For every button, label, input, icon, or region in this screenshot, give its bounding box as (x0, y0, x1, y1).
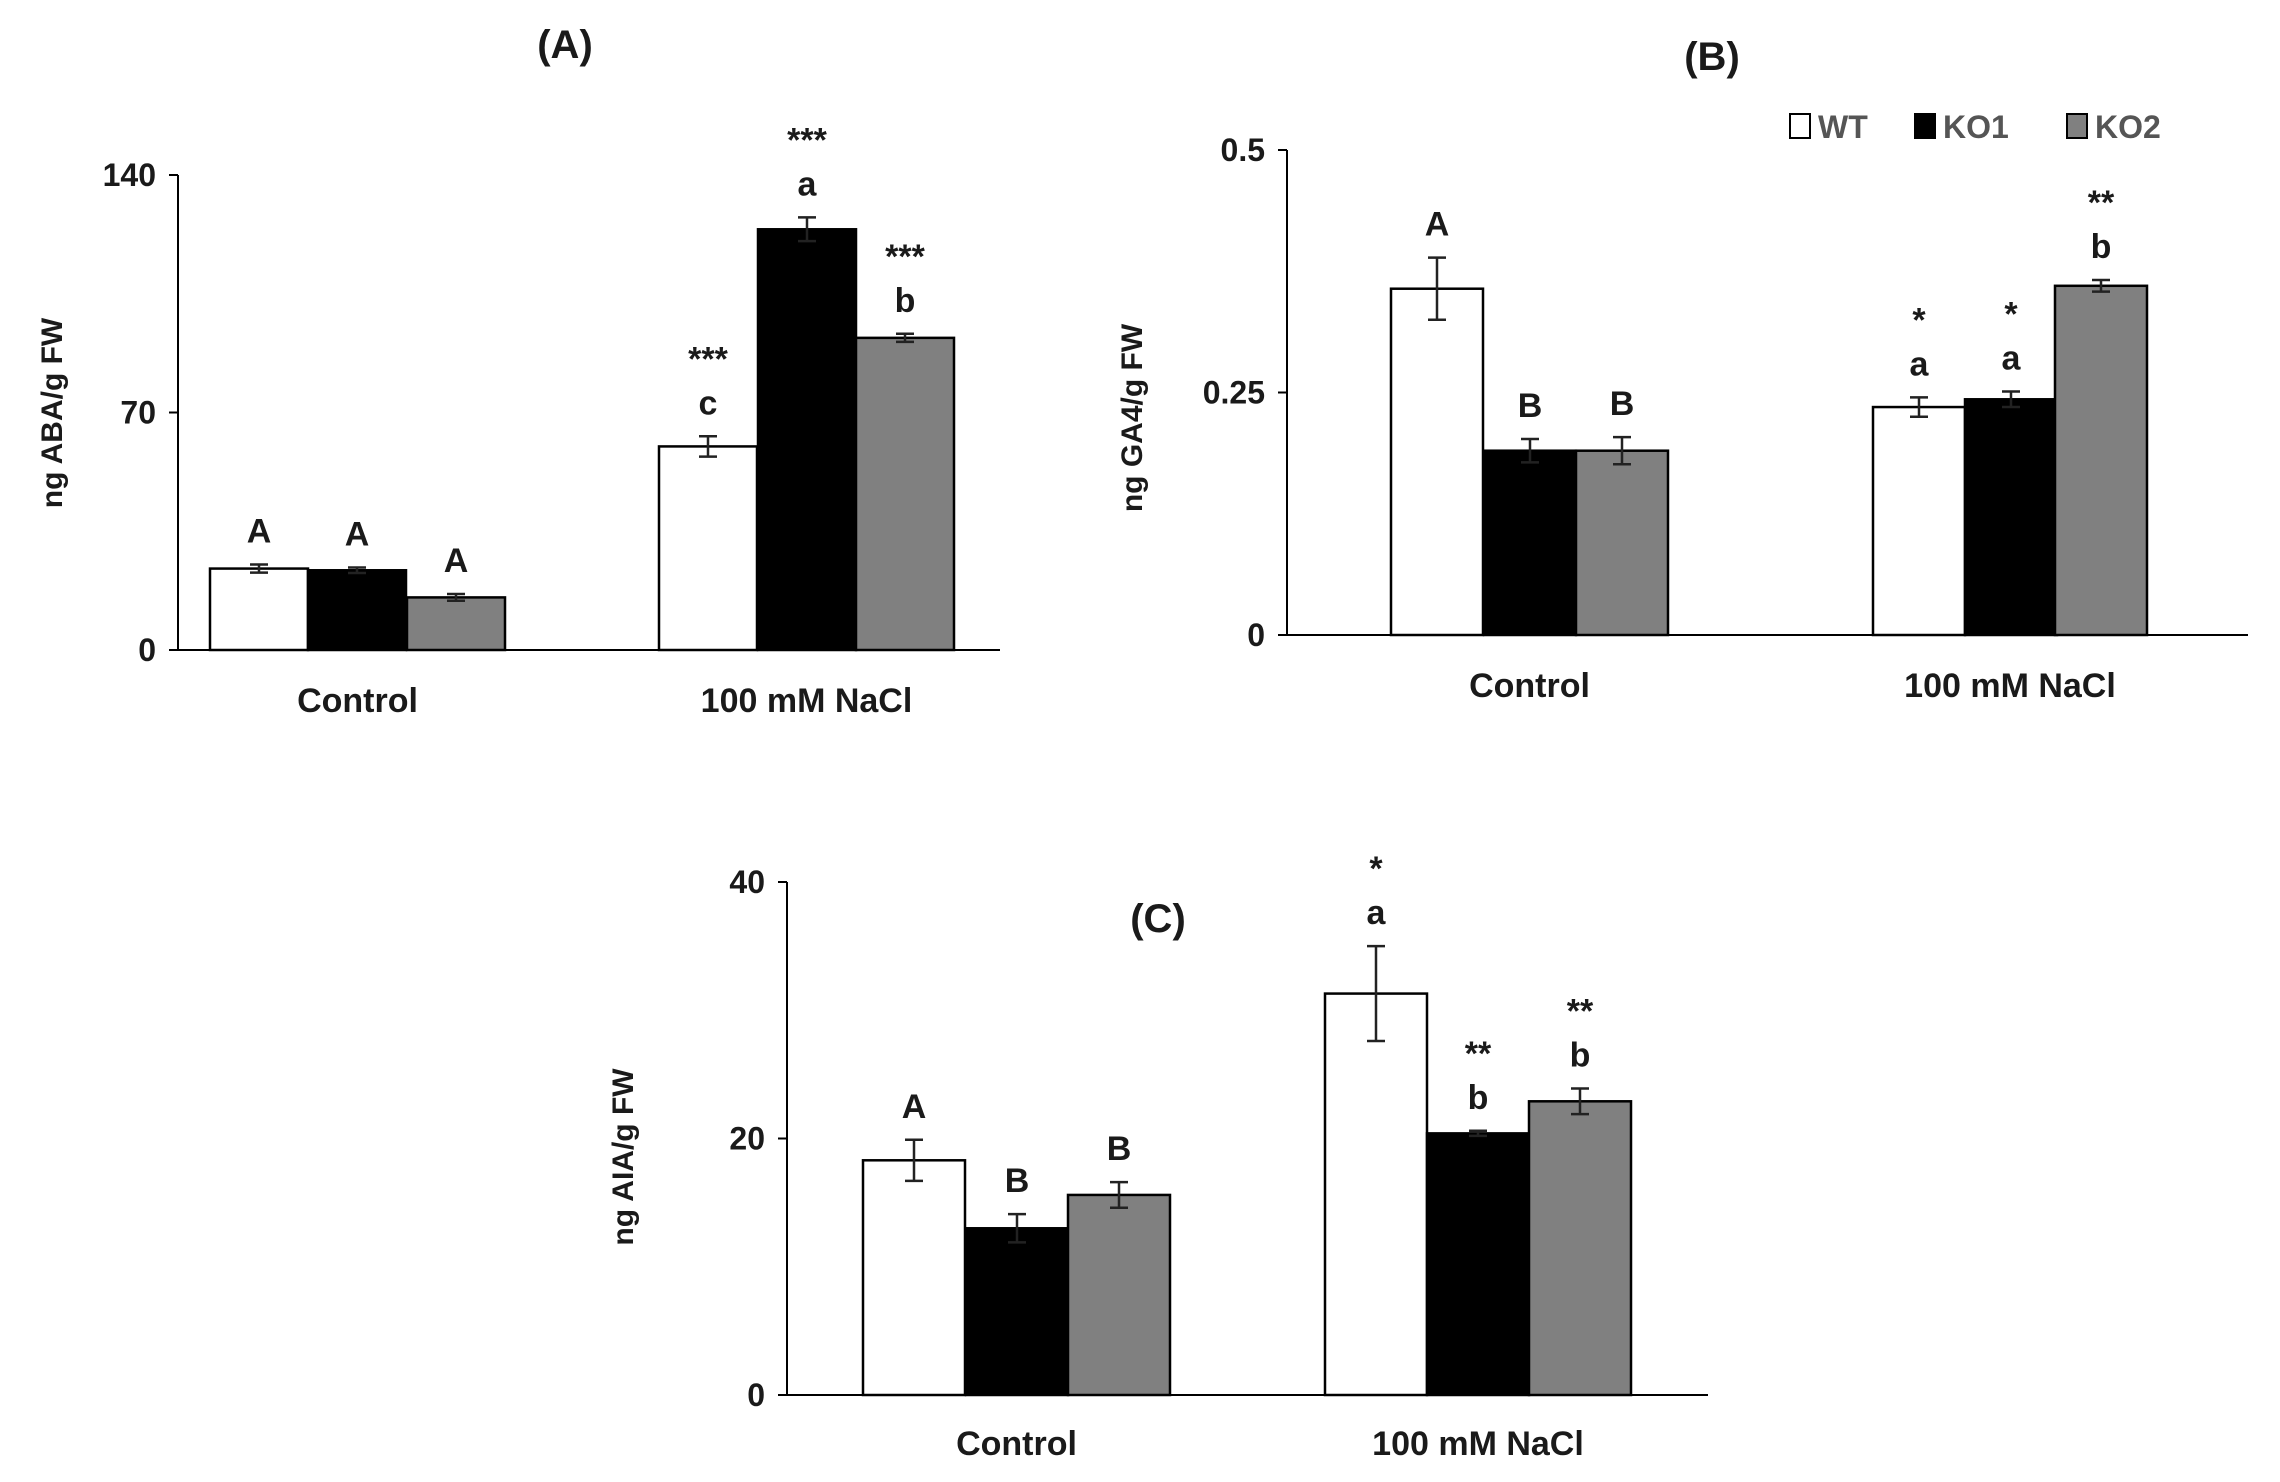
significance-stars: * (1912, 301, 1926, 339)
y-tick-label: 0 (747, 1377, 765, 1413)
y-tick-label: 0 (1247, 617, 1265, 653)
bar-wt-nacl (1871, 405, 1967, 637)
error-bar (2092, 278, 2110, 293)
error-bar (699, 435, 717, 458)
x-category-label: Control (1469, 667, 1590, 705)
significance-stars: *** (885, 238, 925, 276)
x-category-label: 100 mM NaCl (701, 682, 913, 720)
significance-letter: A (247, 513, 272, 551)
error-bar (905, 1138, 923, 1183)
bar-wt-nacl (657, 445, 759, 652)
error-bar (1571, 1087, 1589, 1116)
significance-letter: a (1367, 894, 1387, 932)
y-tick-label: 20 (729, 1121, 765, 1157)
significance-stars: *** (787, 121, 827, 159)
significance-letter: b (895, 282, 916, 320)
significance-letter: A (345, 516, 370, 554)
legend-label-ko2: KO2 (2095, 109, 2161, 145)
bar-ko1-control (1482, 449, 1578, 637)
significance-letter: A (444, 542, 469, 580)
chart-panel-c: (C) ng AIA/g FW 0 20 40 Control 100 mM NaCl A… (607, 850, 1708, 1463)
chart-title-b: (B) (1684, 35, 1740, 79)
bar-ko2-nacl (2053, 284, 2149, 637)
chart-panel-a: (A) ng ABA/g FW 0 70 140 Control 100 mM NaCl… (36, 23, 1000, 720)
error-bar (798, 216, 816, 243)
bar-ko2-nacl (1527, 1100, 1633, 1397)
bar-wt-nacl (1323, 992, 1429, 1397)
y-tick-label: 0.25 (1203, 375, 1265, 411)
error-bar (348, 566, 366, 575)
bar-ko2-control (1574, 449, 1670, 637)
significance-letter: A (1425, 206, 1450, 244)
bar-ko1-control (964, 1227, 1070, 1397)
significance-stars: ** (2088, 184, 2115, 222)
chart-panel-b: (B) ng GA4/g FW 0 0.25 0.5 Control 100 mM Na… (1116, 35, 2248, 705)
significance-letter: b (2091, 228, 2112, 266)
bar-wt-control (861, 1159, 967, 1397)
significance-letter: b (1570, 1036, 1591, 1074)
y-tick-label: 40 (729, 864, 765, 900)
significance-stars: * (1369, 850, 1383, 888)
bar-ko1-control (306, 569, 408, 652)
x-category-label: Control (297, 682, 418, 720)
bar-ko2-nacl (854, 336, 956, 652)
legend-label-wt: WT (1818, 109, 1868, 145)
error-bar (1521, 437, 1539, 464)
error-bar (1910, 396, 1928, 418)
error-bar (896, 332, 914, 344)
error-bar (2002, 390, 2020, 409)
legend: WT KO1 KO2 (1789, 109, 2161, 145)
y-tick-label: 140 (103, 157, 156, 193)
y-tick-label: 0.5 (1221, 132, 1265, 168)
significance-letter: a (798, 165, 818, 203)
error-bar (1367, 944, 1385, 1043)
bar-ko1-nacl (756, 228, 858, 652)
error-bar (447, 592, 465, 603)
y-tick-label: 70 (120, 395, 156, 431)
error-bar (1008, 1212, 1026, 1244)
y-axis-label-c: ng AIA/g FW (607, 1068, 640, 1246)
significance-letter: a (2002, 340, 2022, 378)
significance-letter: A (902, 1088, 927, 1126)
chart-title-a: (A) (537, 23, 593, 67)
significance-letter: B (1005, 1162, 1030, 1200)
bar-ko1-nacl (1963, 398, 2059, 637)
x-category-label: 100 mM NaCl (1904, 667, 2116, 705)
error-bar (1428, 256, 1446, 321)
significance-letter: b (1468, 1079, 1489, 1117)
significance-letter: c (699, 384, 718, 422)
y-axis-label-a: ng ABA/g FW (36, 317, 69, 508)
error-bar (1613, 435, 1631, 466)
error-bar (1110, 1180, 1128, 1210)
bar-ko1-nacl (1425, 1132, 1531, 1397)
legend-swatch-ko1 (1914, 113, 1936, 139)
x-category-label: 100 mM NaCl (1372, 1425, 1584, 1463)
significance-letter: B (1610, 385, 1635, 423)
significance-letter: B (1107, 1130, 1132, 1168)
legend-swatch-ko2 (2066, 113, 2088, 139)
legend-label-ko1: KO1 (1943, 109, 2009, 145)
legend-swatch-wt (1789, 113, 1811, 139)
x-category-label: Control (956, 1425, 1077, 1463)
y-axis-label-b: ng GA4/g FW (1116, 323, 1149, 512)
y-tick-label: 0 (138, 632, 156, 668)
bar-wt-control (1389, 287, 1485, 637)
bar-ko2-control (405, 596, 507, 652)
chart-title-c: (C) (1130, 897, 1186, 941)
significance-stars: *** (688, 340, 728, 378)
error-bar (250, 563, 268, 574)
bar-wt-control (208, 567, 310, 652)
significance-stars: * (2004, 296, 2018, 334)
error-bar (1469, 1129, 1487, 1138)
significance-letter: a (1910, 345, 1930, 383)
significance-stars: ** (1567, 992, 1594, 1030)
bar-ko2-control (1066, 1193, 1172, 1397)
significance-letter: B (1518, 387, 1543, 425)
significance-stars: ** (1465, 1035, 1492, 1073)
